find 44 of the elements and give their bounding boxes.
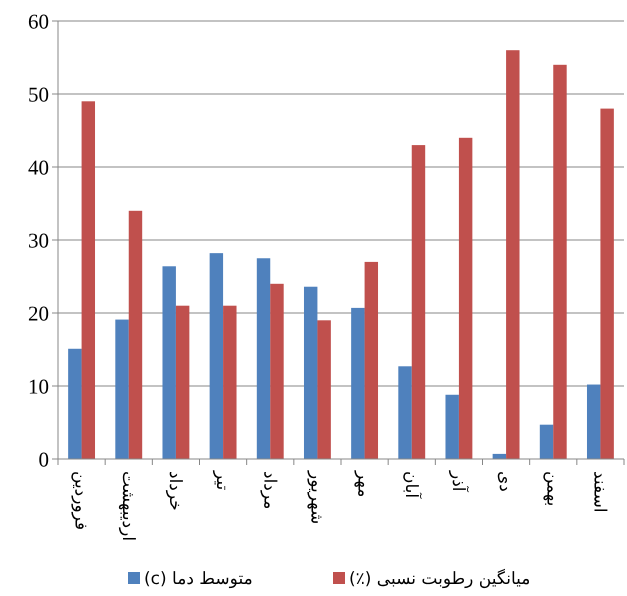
x-tick-label: شهریور [306,470,326,524]
x-tick-label: فروردین [70,471,91,530]
x-tick-label: تیر [212,470,232,491]
bar [600,108,614,459]
bar [115,320,129,459]
x-tick-label: اردیبهشت [118,471,138,542]
bar [317,320,331,459]
bar [128,210,142,459]
bar [540,424,554,459]
legend-label: میانگین رطوبت نسبی (٪) [349,568,530,589]
x-tick-label: مهر [354,470,374,498]
bar [304,286,318,459]
x-tick-label: خرداد [164,471,185,511]
bar [270,284,284,459]
bar [553,64,567,459]
bar [210,253,224,459]
bar [506,50,520,459]
bar [223,306,237,459]
bar [445,394,459,459]
bar [351,308,365,459]
bar [162,266,176,459]
bar [68,348,82,459]
y-tick-label: 20 [28,301,49,326]
bar [412,145,426,459]
x-tick-label: آبان [400,471,422,500]
bar [82,101,96,459]
bar [176,306,190,459]
legend-label: متوسط دما (c) [144,568,253,589]
bar [586,384,600,459]
y-tick-label: 0 [38,447,49,472]
y-tick-label: 10 [28,374,49,398]
x-tick-label: اسفند [589,471,610,513]
y-tick-label: 30 [28,228,49,252]
x-tick-label: بهمن [542,471,562,506]
x-tick-label: آذر [448,470,469,493]
y-tick-label: 40 [28,155,49,180]
bar [364,262,378,459]
bar [256,258,270,459]
x-tick-label: دی [495,471,516,492]
x-tick-label: مرداد [259,471,280,510]
y-tick-label: 60 [28,9,49,34]
bar [458,138,472,459]
y-tick-label: 50 [28,82,49,106]
bar [398,366,412,459]
